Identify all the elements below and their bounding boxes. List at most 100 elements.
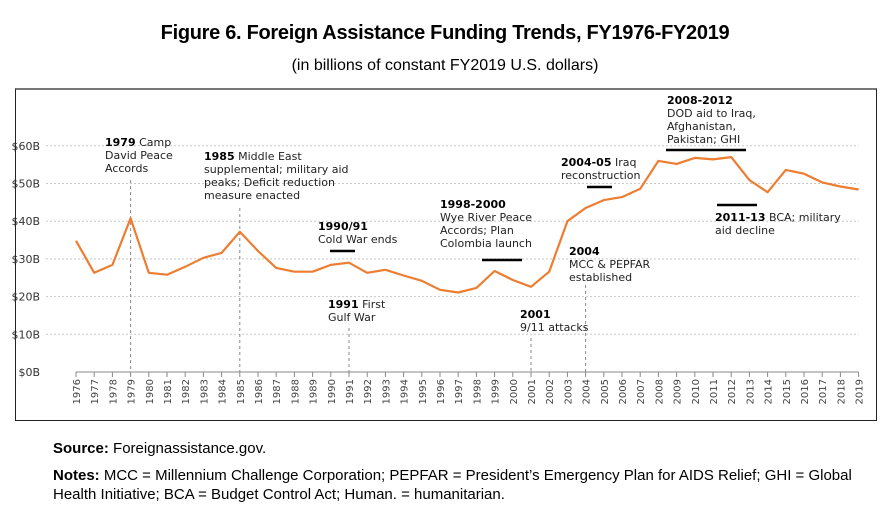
x-tick-label: 1985 [236, 379, 247, 404]
x-tick-label: 1986 [254, 379, 265, 404]
data-line [75, 156, 859, 294]
x-tick-label: 1996 [436, 379, 447, 404]
x-tick-label: 2005 [600, 379, 611, 404]
x-tick-label: 1979 [127, 379, 138, 404]
y-tick-label: $40B [11, 215, 40, 228]
x-tick-label: 1976 [72, 379, 83, 404]
annotation-text: peaks; Deficit reduction [204, 176, 335, 189]
annotation-text: MCC & PEPFAR [569, 258, 650, 271]
x-tick-label: 1977 [90, 379, 101, 404]
annotation-year: 2004 [569, 245, 600, 258]
annotation-label: 1998-2000 Wye River Peace Accords; Plan Col… [440, 198, 532, 250]
y-tick-label: $10B [11, 328, 40, 341]
x-tick-label: 1995 [418, 379, 429, 404]
x-tick-label: 2004 [582, 379, 593, 404]
annotation-text: Colombia launch [440, 237, 532, 250]
x-tick-label: 1983 [199, 379, 210, 404]
annotation-text: DOD aid to Iraq, [667, 107, 756, 120]
annotation-label: 2008-2012 DOD aid to Iraq, Afghanistan, Pak… [667, 94, 756, 146]
x-tick-label: 1981 [163, 379, 174, 404]
annotation-text: Gulf War [328, 311, 376, 324]
annotation-text: measure enacted [204, 189, 300, 202]
x-tick-label: 1980 [145, 379, 156, 404]
annotation-label: 2001 9/11 attacks [520, 308, 589, 334]
x-tick-label: 1982 [181, 379, 192, 404]
annotation-text: Accords [105, 162, 148, 175]
y-axis-ticks: $0B $10B $20B $30B $40B $50B $60B [11, 140, 40, 379]
x-tick-label: 1990 [327, 379, 338, 404]
x-tick-label: 2016 [800, 379, 811, 404]
annotation-year: 1990/91 [318, 220, 368, 233]
annotation-text: aid decline [715, 224, 775, 237]
annotation-year: 2004-05 [561, 156, 612, 169]
source-text: Foreignassistance.gov. [108, 440, 267, 457]
x-tick-label: 1993 [381, 379, 392, 404]
annotation-text: Accords; Plan [440, 224, 514, 237]
x-tick-label: 1997 [454, 379, 465, 404]
x-tick-label: 2015 [782, 379, 793, 404]
x-tick-label: 1991 [345, 379, 356, 404]
annotation-markers [130, 148, 757, 372]
annotation-year: 1985 [204, 150, 235, 163]
x-tick-label: 2013 [745, 379, 756, 404]
annotation-text: Iraq [612, 156, 637, 169]
x-tick-label: 1984 [218, 379, 229, 404]
annotation-text: supplemental; military aid [204, 163, 349, 176]
annotation-year: 2011-13 [715, 211, 766, 224]
x-tick-label: 2018 [836, 379, 847, 404]
x-tick-label: 2003 [563, 379, 574, 404]
x-tick-label: 1988 [290, 379, 301, 404]
line-chart: $0B $10B $20B $30B $40B $50B $60B 1976 1977 1978… [11, 94, 866, 404]
annotation-text: Cold War ends [318, 233, 398, 246]
notes-text: MCC = Millennium Challenge Corporation; … [53, 467, 852, 503]
y-tick-label: $0B [18, 366, 40, 379]
chart-title: Figure 6. Foreign Assistance Funding Tre… [160, 22, 730, 44]
x-tick-label: 2001 [527, 379, 538, 404]
annotation-text: First [359, 298, 386, 311]
x-tick-label: 2006 [618, 379, 629, 404]
annotation-label: 2004 MCC & PEPFAR established [569, 245, 650, 284]
annotation-text: Middle East [235, 150, 303, 163]
annotation-label: 1979 Camp David Peace Accords [105, 136, 173, 175]
notes: Notes: MCC = Millennium Challenge Corpor… [53, 466, 883, 504]
annotation-year: 1998-2000 [440, 198, 506, 211]
x-tick-label: 1998 [472, 379, 483, 404]
x-tick-label: 2002 [545, 379, 556, 404]
x-tick-label: 1994 [400, 379, 411, 404]
notes-label: Notes: [53, 467, 100, 484]
source-note: Source: Foreignassistance.gov. [53, 440, 266, 457]
x-tick-label: 2017 [818, 379, 829, 404]
annotation-label: 1985 Middle East supplemental; military a… [204, 150, 349, 202]
annotation-year: 1979 [105, 136, 136, 149]
annotation-year: 1991 [328, 298, 359, 311]
annotation-year: 2008-2012 [667, 94, 733, 107]
x-tick-label: 2000 [509, 379, 520, 404]
x-tick-label: 2019 [855, 379, 866, 404]
series-line [75, 156, 859, 294]
annotation-year: 2001 [520, 308, 551, 321]
annotation-label: 1990/91 Cold War ends [318, 220, 398, 246]
annotation-text: 9/11 attacks [520, 321, 589, 334]
source-label: Source: [53, 440, 109, 457]
gridlines [46, 145, 859, 335]
chart-subtitle: (in billions of constant FY2019 U.S. dol… [291, 57, 599, 74]
y-tick-label: $20B [11, 291, 40, 304]
annotation-text: reconstruction [561, 169, 640, 182]
x-tick-label: 1978 [108, 379, 119, 404]
x-tick-label: 2008 [654, 379, 665, 404]
x-tick-label: 2007 [636, 379, 647, 404]
x-tick-label: 2012 [727, 379, 738, 404]
x-axis: 1976 1977 1978 1979 1980 1981 1982 1983 1984 1985… [72, 371, 866, 404]
y-tick-label: $60B [11, 140, 40, 153]
y-tick-label: $50B [11, 178, 40, 191]
annotation-text: Camp [136, 136, 172, 149]
x-tick-label: 1989 [309, 379, 320, 404]
y-tick-label: $30B [11, 253, 40, 266]
x-tick-label: 2009 [673, 379, 684, 404]
chart-frame [15, 88, 877, 421]
annotations: 1979 Camp David Peace Accords 1985 Middle E… [105, 94, 841, 334]
x-tick-label: 2014 [764, 379, 775, 404]
annotation-text: Afghanistan, [667, 120, 736, 133]
annotation-label: 1991 First Gulf War [328, 298, 386, 324]
x-tick-label: 1987 [272, 379, 283, 404]
